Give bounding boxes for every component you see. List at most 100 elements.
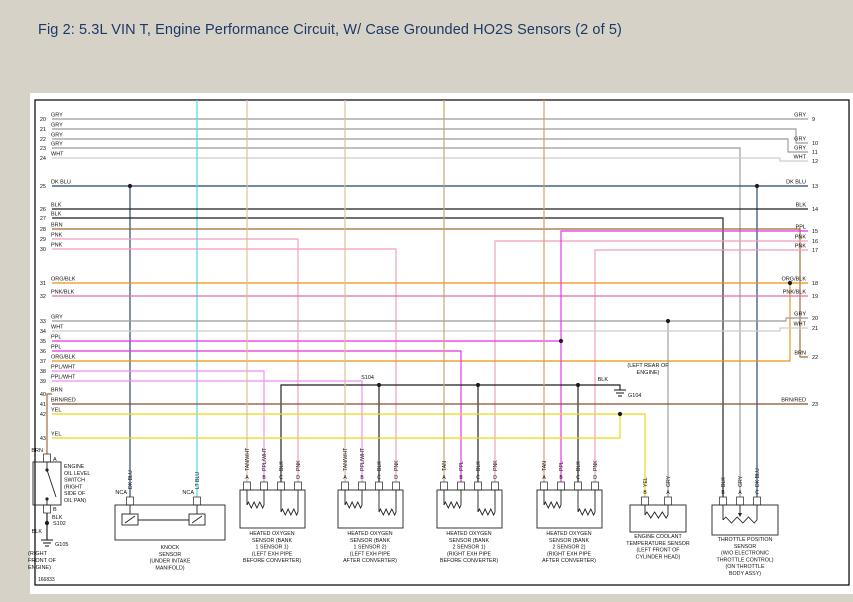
right-pin-wire-label: ORG/BLK — [782, 277, 807, 283]
ho2s-bank1-sensor2-caption: (LEFT EXH PIPE — [350, 551, 391, 557]
knock-sensor-caption: MANIFOLD) — [155, 565, 184, 571]
connector-pin — [193, 496, 201, 506]
ho2s-bank1-sensor1-stubs — [246, 490, 299, 512]
connector-pin — [43, 453, 51, 463]
left-pin-number: 43 — [40, 436, 46, 442]
ho2s-bank2-sensor1-sensor-element — [443, 500, 462, 510]
right-pin-wire-label: PNK — [795, 244, 807, 250]
junction-dot — [787, 280, 793, 286]
ho2s-bank2-sensor2-caption: SENSOR (BANK — [549, 538, 589, 544]
document-number: 166833 — [38, 577, 55, 583]
throttle-position-sensor-element — [722, 516, 758, 524]
wire-color-label: GRY — [666, 475, 672, 487]
connector-pin — [260, 481, 268, 491]
wire-brn-40-switch — [46, 393, 52, 454]
right-pin-number: 19 — [812, 294, 818, 300]
cavity-letter: C — [377, 475, 381, 481]
left-pin-number: 34 — [40, 329, 46, 335]
annotation-label: (RIGHT — [28, 551, 48, 557]
cavity-letter: C — [755, 490, 759, 496]
left-pin-number: 36 — [40, 349, 46, 355]
ho2s-bank2-sensor1-caption: BEFORE CONVERTER) — [440, 558, 498, 564]
wire-gry-33-20 — [52, 317, 808, 322]
wire-gry-21-10 — [52, 128, 808, 144]
left-pin-number: 38 — [40, 369, 46, 375]
ho2s-bank1-sensor1-box — [239, 489, 306, 529]
connector-pin — [243, 481, 251, 491]
wire-color-label: DK BLU — [128, 470, 134, 489]
engine-coolant-temperature-sensor-caption: (LEFT FRONT OF — [636, 548, 680, 554]
junction-dot — [376, 382, 382, 388]
right-pin-wire-label: BLK — [796, 203, 807, 209]
left-pin-number: 42 — [40, 412, 46, 418]
wire-wht-24-12 — [52, 157, 808, 162]
knock-sensor-caption: SENSOR — [159, 552, 182, 558]
wire-color-label: BLK — [721, 477, 727, 487]
wire-pnk-17-ho2s4 — [594, 249, 808, 482]
engine-oil-level-switch-caption: OIL LEVEL — [64, 471, 90, 477]
wire-color-label: TAN/WHT — [343, 447, 349, 471]
ho2s-bank1-sensor1-caption: 1 SENSOR 1) — [256, 545, 289, 551]
left-pin-number: 33 — [40, 319, 46, 325]
wire-yel-42-ect — [52, 413, 646, 497]
left-pin-wire-label: WHT — [51, 325, 64, 331]
left-pin-wire-label: PPL — [51, 335, 61, 341]
ho2s-bank2-sensor1-caption: SENSOR (BANK — [449, 538, 489, 544]
junction-dot — [475, 382, 481, 388]
right-pin-number: 13 — [812, 184, 818, 190]
left-pin-number: 24 — [40, 156, 46, 162]
right-pin-wire-label: GRY — [794, 312, 806, 318]
left-pin-number: 31 — [40, 281, 46, 287]
junction-dot — [558, 338, 564, 344]
ho2s-bank1-sensor1-caption: (LEFT EXH PIPE — [252, 551, 293, 557]
cavity-letter: B — [360, 475, 364, 481]
ho2s-bank2-sensor2-stubs — [543, 490, 596, 512]
cavity-letter: A — [738, 490, 742, 496]
connector-pin — [375, 481, 383, 491]
left-pin-number: 25 — [40, 184, 46, 190]
throttle-position-sensor-caption: (W/O ELECTRONIC — [721, 551, 769, 557]
left-pin-number: 37 — [40, 359, 46, 365]
ho2s-bank2-sensor1-box — [436, 489, 503, 529]
knock-sensor-box — [114, 504, 226, 541]
throttle-position-sensor-stubs — [722, 505, 758, 520]
ho2s-bank1-sensor2-sensor-element — [344, 500, 363, 510]
cavity-letter: D — [296, 475, 300, 481]
left-pin-number: 35 — [40, 339, 46, 345]
engine-oil-level-switch-caption: (RIGHT — [64, 484, 83, 490]
annotation-label: ENGINE) — [637, 370, 660, 376]
left-pin-number: 28 — [40, 227, 46, 233]
ho2s-bank1-sensor2-caption: 1 SENSOR 2) — [354, 545, 387, 551]
wire-color-label: BLK — [279, 461, 285, 471]
annotation-label: (LEFT REAR OF — [627, 363, 669, 369]
wire-color-label: GRY — [738, 475, 744, 487]
left-pin-wire-label: GRY — [51, 123, 63, 129]
left-pin-wire-label: GRY — [51, 142, 63, 148]
wire-orgblk-37 — [52, 283, 791, 362]
connector-pin — [664, 496, 672, 506]
engine-oil-level-switch-contact — [45, 468, 49, 472]
annotation-label: G105 — [55, 542, 68, 548]
annotation-label: NCA — [115, 490, 127, 496]
annotation-label: NCA — [182, 490, 194, 496]
wire-color-label: BLK — [377, 461, 383, 471]
wire-gry-23-tp — [52, 147, 741, 497]
left-pin-wire-label: PNK — [51, 233, 63, 239]
left-pin-wire-label: DK BLU — [51, 180, 71, 186]
wire-gry-22-11 — [52, 138, 808, 153]
engine-oil-level-switch-contact — [45, 497, 49, 501]
left-pin-number: 39 — [40, 379, 46, 385]
right-pin-number: 23 — [812, 402, 818, 408]
wire-color-label: TAN — [442, 461, 448, 471]
knock-sensor-caption: (UNDER INTAKE — [150, 559, 191, 565]
throttle-position-sensor-caption: BODY ASSY) — [729, 571, 761, 577]
knock-sensor-element-line — [124, 515, 203, 524]
wire-pplwht-39-ho2s2 — [52, 380, 363, 482]
ho2s-bank2-sensor2-caption: (RIGHT EXH PIPE — [547, 551, 592, 557]
connector-pin — [491, 481, 499, 491]
wire-pnk-16-ho2s3 — [494, 240, 808, 482]
annotation-label: FRONT OF — [28, 558, 57, 564]
annotation-label: S104 — [361, 375, 374, 381]
wire-yel-43 — [52, 414, 621, 439]
